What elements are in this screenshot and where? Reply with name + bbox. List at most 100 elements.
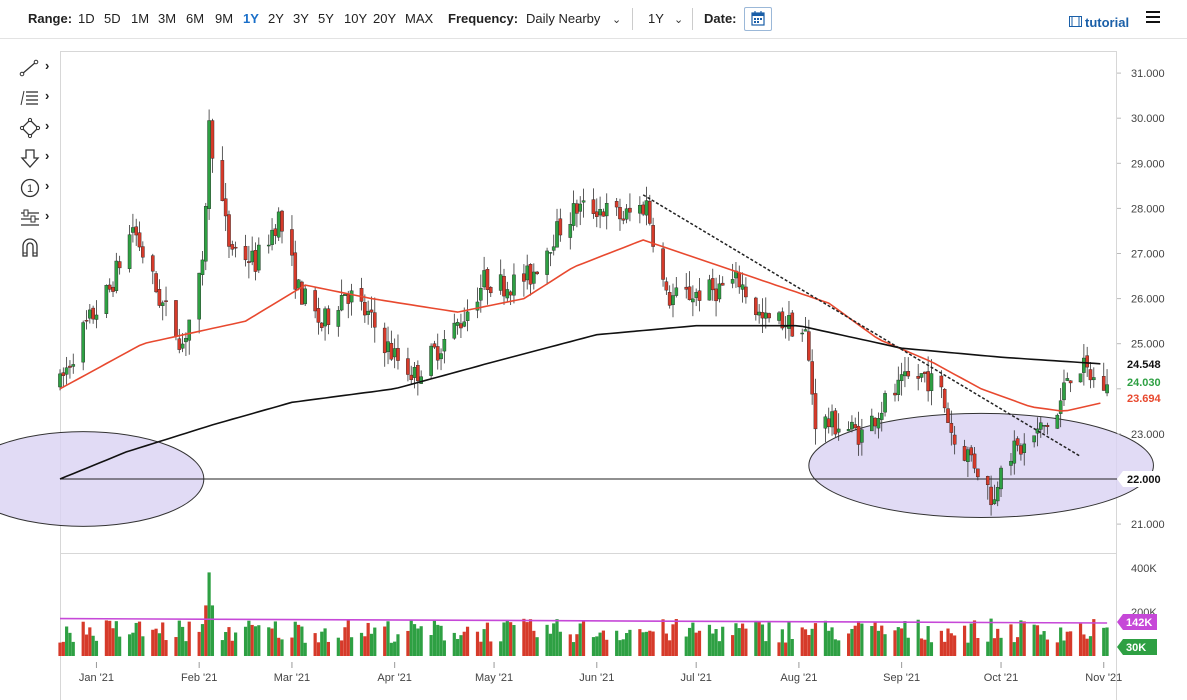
candle-body	[1055, 414, 1060, 429]
volume-bar	[1062, 640, 1066, 656]
candle-body	[651, 225, 655, 247]
chevron-down-icon[interactable]: ⌄	[674, 14, 684, 26]
candle-body	[1019, 445, 1023, 455]
tutorial-link[interactable]: tutorial	[1085, 15, 1130, 30]
volume-bar	[108, 620, 112, 656]
chevron-right-icon[interactable]: ›	[45, 118, 50, 133]
candle-body	[757, 311, 761, 316]
volume-bar	[436, 624, 440, 656]
volume-bar	[137, 621, 142, 656]
volume-bar	[581, 621, 586, 656]
frequency-dropdown[interactable]: Daily Nearby	[526, 11, 601, 26]
volume-bar	[141, 636, 145, 656]
candle-body	[744, 286, 748, 298]
volume-bar	[571, 642, 576, 656]
magnet-tool-button[interactable]	[18, 236, 58, 260]
candle-body	[800, 332, 805, 335]
chevron-right-icon[interactable]: ›	[45, 88, 50, 103]
volume-bar	[1015, 637, 1020, 656]
date-picker-button[interactable]	[744, 7, 772, 31]
film-icon[interactable]	[1069, 16, 1082, 27]
candle-body	[754, 297, 758, 315]
candle-body	[349, 290, 354, 303]
volume-bar	[1059, 627, 1063, 656]
volume-bar	[1035, 625, 1040, 656]
candle-body	[303, 288, 307, 305]
range-button-1m[interactable]: 1M	[131, 11, 150, 26]
candle-body	[999, 467, 1003, 490]
volume-bar	[777, 642, 781, 656]
chevron-right-icon[interactable]: ›	[45, 148, 50, 163]
fibonacci-tool-button[interactable]: ›	[18, 86, 58, 110]
candle-body	[899, 374, 904, 382]
volume-bar	[320, 631, 324, 656]
range-button-1d[interactable]: 1D	[78, 11, 95, 26]
candle-body	[674, 287, 679, 296]
range-button-1y[interactable]: 1Y	[243, 11, 259, 26]
range-button-5d[interactable]: 5D	[104, 11, 121, 26]
chevron-right-icon[interactable]: ›	[45, 178, 50, 193]
candle-body	[300, 281, 304, 305]
volume-bar	[714, 629, 718, 656]
candle-body	[154, 273, 158, 293]
range-button-5y[interactable]: 5Y	[318, 11, 334, 26]
volume-bar	[505, 619, 509, 656]
volume-bar	[989, 618, 993, 656]
fibonacci-tool-icon	[20, 90, 38, 106]
candle-body	[548, 252, 553, 254]
volume-bar	[336, 637, 340, 656]
candle-body	[339, 295, 344, 311]
range-button-3y[interactable]: 3Y	[293, 11, 309, 26]
range-button-3m[interactable]: 3M	[158, 11, 177, 26]
volume-bar	[764, 641, 768, 656]
range-button-2y[interactable]: 2Y	[268, 11, 284, 26]
line-tool-button[interactable]: ›	[18, 56, 58, 80]
volume-bar	[340, 640, 344, 656]
volume-bar	[499, 641, 503, 656]
volume-bar	[346, 619, 350, 656]
range-button-20y[interactable]: 20Y	[373, 11, 397, 26]
pattern-tool-button[interactable]: ›	[18, 206, 58, 230]
volume-bar	[243, 626, 248, 656]
chevron-down-icon[interactable]: ⌄	[612, 14, 622, 26]
candle-body	[1092, 377, 1096, 381]
volume-tick-label: 400K	[1131, 563, 1157, 575]
hamburger-menu-icon[interactable]	[1146, 11, 1160, 25]
range-button-6m[interactable]: 6M	[186, 11, 205, 26]
volume-bar	[628, 629, 632, 656]
candle-body	[253, 250, 258, 272]
volume-bar	[88, 627, 92, 656]
chevron-right-icon[interactable]: ›	[45, 208, 50, 223]
candle-body	[505, 289, 510, 299]
volume-bar	[648, 630, 652, 656]
volume-bar	[737, 628, 741, 656]
candle-body	[207, 120, 211, 209]
count-tool-button[interactable]: 1 ›	[18, 176, 58, 200]
range-button-max[interactable]: MAX	[405, 11, 434, 26]
candle-body	[594, 211, 599, 217]
volume-bar	[296, 624, 301, 656]
candle-body	[697, 290, 702, 301]
volume-bar	[860, 623, 864, 656]
candle-body	[555, 221, 559, 248]
volume-bar	[939, 630, 943, 656]
candle-body	[134, 226, 139, 236]
candle-body	[409, 374, 414, 380]
candle-body	[293, 252, 298, 290]
range-button-9m[interactable]: 9M	[215, 11, 234, 26]
range-button-10y[interactable]: 10Y	[344, 11, 368, 26]
candle-body	[972, 453, 977, 469]
shape-tool-button[interactable]: ›	[18, 116, 58, 140]
period-dropdown[interactable]: 1Y	[648, 11, 664, 26]
candle-body	[512, 274, 516, 296]
volume-bar	[598, 632, 602, 656]
volume-bar	[456, 638, 460, 656]
volume-bar	[300, 626, 304, 656]
chevron-right-icon[interactable]: ›	[45, 58, 50, 73]
fast-average-tag: 23.694	[1117, 389, 1165, 406]
arrow-tool-button[interactable]: ›	[18, 146, 58, 170]
price-chart[interactable]: 21.00022.00023.00024.00025.00026.00027.0…	[0, 38, 1187, 700]
candle-body	[1085, 355, 1089, 368]
candle-body	[860, 429, 864, 443]
volume-bar	[962, 625, 967, 656]
